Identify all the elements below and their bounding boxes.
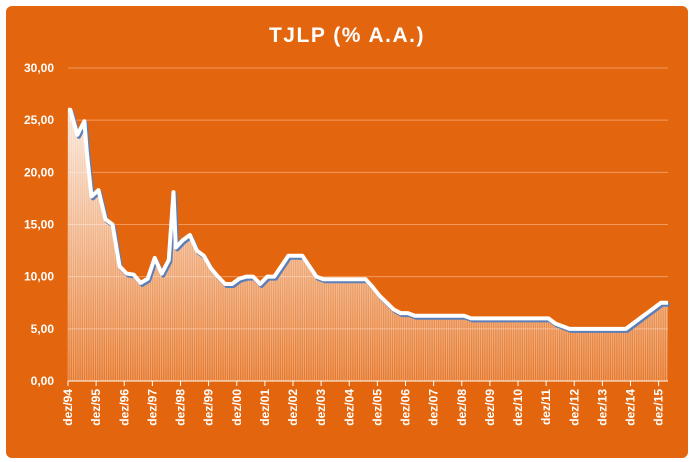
y-tick-label: 10,00 xyxy=(24,270,54,284)
x-tick-label: dez/99 xyxy=(202,389,216,426)
x-tick-label: dez/15 xyxy=(652,389,666,426)
series-area xyxy=(68,109,668,381)
x-tick-label: dez/14 xyxy=(624,389,638,426)
x-tick-label: dez/02 xyxy=(286,389,300,426)
y-tick-label: 20,00 xyxy=(24,165,54,179)
y-tick-label: 25,00 xyxy=(24,113,54,127)
x-tick-label: dez/95 xyxy=(89,389,103,426)
x-tick-label: dez/01 xyxy=(258,389,272,426)
y-tick-label: 30,00 xyxy=(24,61,54,75)
y-tick-label: 15,00 xyxy=(24,218,54,232)
x-tick-label: dez/11 xyxy=(539,389,553,425)
x-tick-label: dez/13 xyxy=(595,389,609,426)
x-tick-label: dez/05 xyxy=(370,389,384,426)
x-tick-label: dez/94 xyxy=(61,389,75,426)
x-tick-label: dez/97 xyxy=(145,389,159,426)
x-tick-label: dez/03 xyxy=(314,389,328,426)
chart-plot-area: 0,00 5,00 10,00 15,00 20,00 25,00 30,00 dez/94 d… xyxy=(24,61,670,426)
series-line xyxy=(68,107,668,331)
chart-frame: TJLP (% A.A.) 0,00 5,00 10,00 15,00 20,00 25,… xyxy=(6,6,688,458)
x-tick-label: dez/07 xyxy=(427,389,441,426)
x-tick-label: dez/00 xyxy=(230,389,244,426)
chart-title: TJLP (% A.A.) xyxy=(268,24,425,47)
x-tick-label: dez/98 xyxy=(174,389,188,426)
x-tick-label: dez/96 xyxy=(117,389,131,426)
series-hatch xyxy=(67,109,667,381)
x-tick-label: dez/08 xyxy=(455,389,469,426)
y-tick-label: 5,00 xyxy=(31,322,55,336)
x-tick-label: dez/06 xyxy=(399,389,413,426)
x-tick-label: dez/09 xyxy=(483,389,497,426)
x-tick-label: dez/12 xyxy=(567,389,581,426)
x-tick-label: dez/10 xyxy=(511,389,525,426)
x-tick-label: dez/04 xyxy=(342,389,356,426)
y-tick-label: 0,00 xyxy=(31,374,55,388)
